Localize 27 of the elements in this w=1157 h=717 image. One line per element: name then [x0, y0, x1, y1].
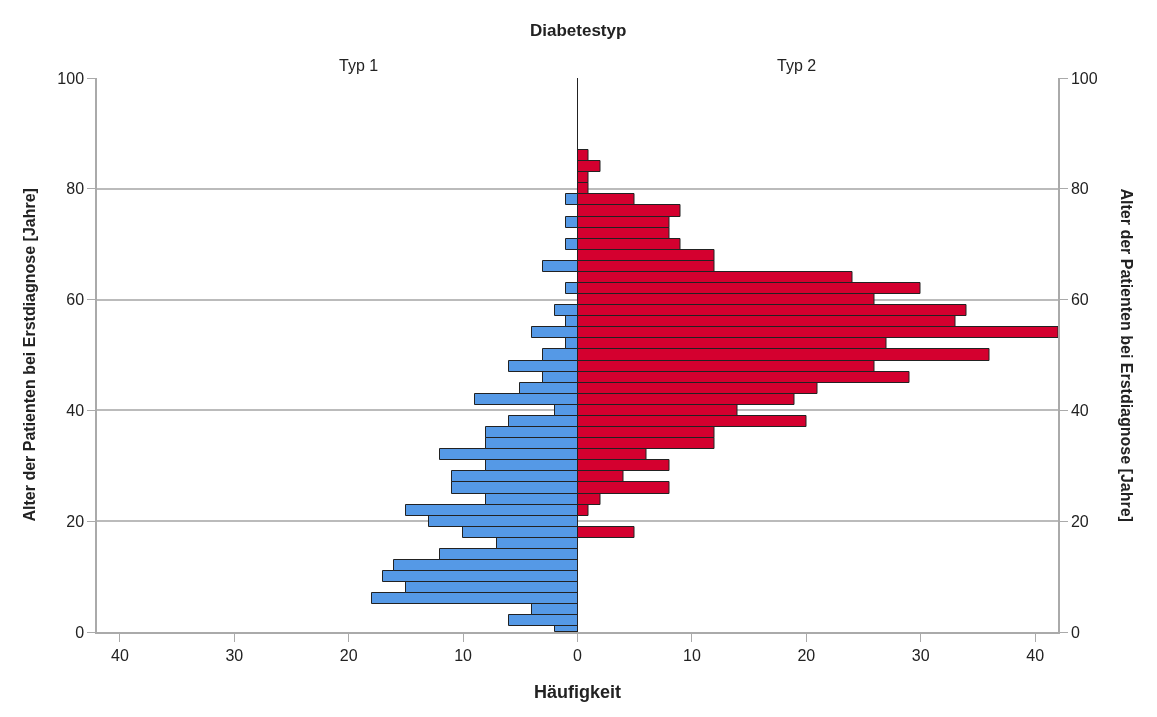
x-tick-label: 30: [225, 647, 244, 665]
chart-subtitle: Typ 1: [339, 57, 379, 74]
y-axis-title: Alter der Patienten bei Erstdiagnose [Jahre]: [20, 188, 38, 522]
x-tick-label: 10: [454, 647, 473, 665]
x-tick-label: 40: [1026, 647, 1045, 665]
y-tick-label: 0: [75, 623, 85, 641]
y-axis-title: Alter der Patienten bei Erstdiagnose [Jahre]: [1117, 188, 1135, 522]
x-tick-label: 20: [797, 647, 816, 665]
y-tick-label: 60: [1070, 291, 1089, 309]
y-tick-label: 80: [66, 180, 85, 198]
y-tick-label: 40: [1070, 402, 1089, 419]
y-tick-label: 20: [66, 512, 85, 530]
x-tick-label: 40: [110, 647, 129, 665]
chart-subtitle: Typ 2: [777, 57, 817, 74]
y-tick-label: 80: [1070, 180, 1089, 198]
y-tick-label: 100: [1070, 69, 1098, 87]
x-tick-label: 0: [573, 647, 583, 665]
x-tick-label: 30: [911, 647, 930, 665]
y-tick-label: 20: [1070, 512, 1089, 530]
y-tick-label: 0: [1070, 623, 1080, 641]
x-tick-label: 10: [683, 647, 701, 665]
chart-title: Diabetestyp: [530, 21, 627, 40]
x-tick-label: 20: [339, 647, 358, 665]
y-tick-label: 40: [66, 402, 85, 419]
x-axis-title: Häufigkeit: [534, 682, 622, 702]
y-tick-label: 60: [66, 291, 85, 309]
y-tick-label: 100: [57, 69, 85, 87]
